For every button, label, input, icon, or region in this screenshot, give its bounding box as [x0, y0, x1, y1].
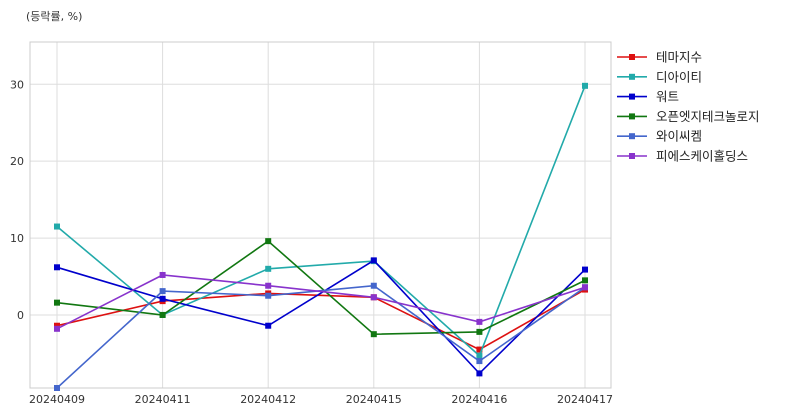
series-line [56, 240, 586, 336]
data-point [159, 271, 166, 278]
series-1 [54, 286, 588, 353]
data-point [159, 288, 166, 295]
series-line [56, 274, 586, 330]
data-point [582, 82, 588, 89]
series-line [56, 259, 586, 375]
data-point [370, 257, 377, 264]
legend-swatch-marker [629, 153, 635, 159]
series-group [54, 82, 588, 391]
data-point [582, 277, 588, 284]
data-point [476, 318, 483, 325]
data-point [159, 295, 166, 302]
x-tick-label: 20240411 [135, 393, 191, 406]
data-point [265, 265, 272, 272]
data-point [582, 266, 588, 273]
grid-lines [30, 42, 611, 388]
legend-swatch-marker [629, 93, 635, 100]
series-3 [54, 257, 588, 377]
legend-item: 피에스케이홀딩스 [617, 149, 748, 164]
legend-item: 워트 [617, 89, 679, 104]
x-axis: 20240409 20240411 20240412 20240415 20240416… [29, 393, 613, 406]
legend-swatch-marker [629, 113, 635, 120]
series-line [56, 284, 586, 389]
series-line [56, 288, 586, 351]
legend-label: 피에스케이홀딩스 [656, 149, 748, 164]
legend-swatch-marker [629, 133, 635, 140]
data-point [159, 311, 166, 318]
data-point [54, 299, 60, 306]
legend-label: 테마지수 [656, 50, 702, 65]
y-axis: 0 10 20 30 [10, 78, 24, 322]
series-6 [54, 271, 588, 332]
data-point [476, 370, 483, 377]
series-4 [54, 238, 588, 338]
unit-label: (등락률, %) [26, 10, 82, 23]
series-line [56, 85, 586, 358]
data-point [476, 346, 483, 353]
data-point [265, 322, 272, 329]
data-point [54, 322, 60, 329]
x-tick-label: 20240412 [240, 393, 296, 406]
legend-item: 디아이티 [617, 69, 702, 84]
legend-swatch-marker [629, 73, 635, 80]
data-point [265, 282, 272, 289]
data-point [370, 294, 377, 301]
x-tick-label: 20240417 [557, 393, 613, 406]
data-point [54, 264, 60, 271]
y-tick-label: 0 [17, 309, 24, 322]
data-point [370, 331, 377, 338]
data-point [54, 325, 60, 332]
data-point [476, 352, 483, 359]
legend-item: 오픈엣지테크놀로지 [617, 109, 760, 124]
data-point [265, 238, 272, 245]
x-tick-label: 20240415 [346, 393, 402, 406]
legend-label: 워트 [656, 89, 679, 104]
data-point [370, 282, 377, 289]
legend-swatch-marker [629, 54, 635, 60]
legend-item: 테마지수 [617, 50, 702, 65]
data-point [476, 328, 483, 335]
y-tick-label: 10 [10, 232, 24, 245]
y-tick-label: 20 [10, 155, 24, 168]
x-tick-label: 20240409 [29, 393, 85, 406]
data-point [582, 284, 588, 291]
series-5 [54, 282, 588, 391]
data-point [54, 385, 60, 391]
legend-label: 와이씨켐 [656, 129, 702, 144]
legend-label: 오픈엣지테크놀로지 [656, 109, 760, 124]
x-tick-label: 20240416 [451, 393, 507, 406]
data-point [265, 292, 272, 299]
data-point [476, 358, 483, 365]
y-tick-label: 30 [10, 78, 24, 91]
data-point [54, 223, 60, 230]
legend-item: 와이씨켐 [617, 129, 702, 144]
plot-area-frame [29, 41, 612, 389]
legend-label: 디아이티 [656, 69, 702, 84]
